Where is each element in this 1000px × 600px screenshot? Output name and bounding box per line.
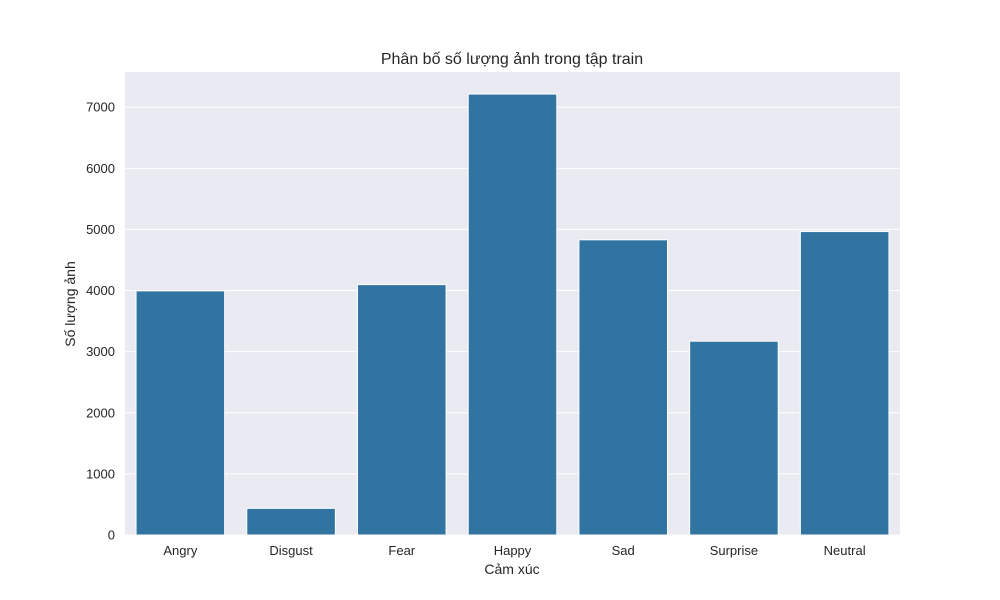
y-tick-labels: 0 1000 2000 3000 4000 5000 6000 7000 — [86, 100, 115, 543]
x-tick-label-angry: Angry — [163, 543, 197, 558]
y-tick-label: 4000 — [86, 283, 115, 298]
y-tick-label: 2000 — [86, 405, 115, 420]
x-tick-label-happy: Happy — [494, 543, 532, 558]
y-tick-label: 0 — [108, 528, 115, 543]
bars — [135, 93, 890, 536]
chart-title: Phân bố số lượng ảnh trong tập train — [381, 51, 643, 68]
bar-neutral — [799, 231, 890, 536]
bar-fear — [357, 284, 447, 536]
x-tick-label-surprise: Surprise — [710, 543, 758, 558]
x-tick-label-neutral: Neutral — [824, 543, 866, 558]
bar-angry — [135, 290, 226, 536]
x-tick-label-fear: Fear — [388, 543, 415, 558]
bar-sad — [578, 239, 669, 536]
x-tick-labels: Angry Disgust Fear Happy Sad Surprise Neutral — [163, 543, 865, 558]
y-tick-label: 3000 — [86, 344, 115, 359]
y-tick-label: 1000 — [86, 466, 115, 481]
y-tick-label: 7000 — [86, 100, 115, 115]
y-axis-label: Số lượng ảnh — [62, 261, 78, 347]
x-tick-label-disgust: Disgust — [269, 543, 313, 558]
bar-surprise — [689, 340, 779, 536]
y-tick-label: 6000 — [86, 161, 115, 176]
y-tick-label: 5000 — [86, 222, 115, 237]
x-tick-label-sad: Sad — [612, 543, 635, 558]
bar-disgust — [246, 507, 336, 536]
bar-happy — [467, 93, 558, 536]
x-axis-label: Cảm xúc — [484, 561, 539, 577]
